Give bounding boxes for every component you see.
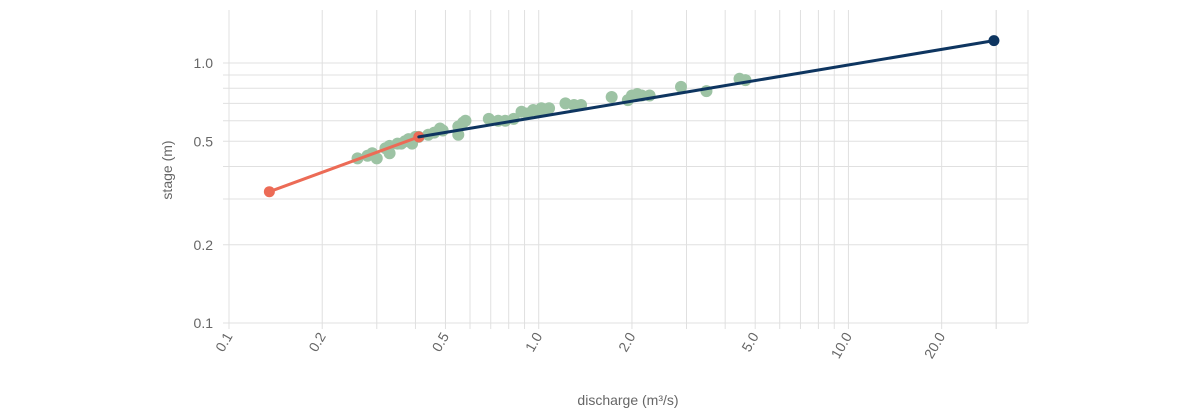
grid-lines — [223, 10, 1029, 329]
fit-endpoint — [988, 35, 1000, 47]
x-tick-label: 20.0 — [921, 329, 949, 361]
observation-point — [605, 91, 618, 104]
observation-points — [351, 72, 752, 165]
y-axis-ticks: 0.1 0.2 0.5 1.0 — [194, 55, 214, 331]
x-tick-label: 0.2 — [305, 329, 329, 354]
y-axis-title: stage (m) — [159, 140, 175, 199]
observation-point — [543, 102, 556, 115]
x-tick-label: 1.0 — [522, 329, 546, 354]
observation-point — [482, 112, 495, 125]
observation-point — [459, 114, 472, 127]
fit-line-high_segment — [417, 39, 996, 139]
y-tick-label: 0.2 — [194, 237, 214, 253]
x-tick-label: 10.0 — [828, 329, 856, 361]
y-tick-label: 1.0 — [194, 55, 214, 71]
x-tick-label: 2.0 — [615, 329, 639, 354]
observation-point — [674, 80, 687, 93]
fit-line-low_segment — [267, 135, 421, 194]
x-tick-label: 0.1 — [212, 329, 236, 354]
observation-point — [370, 152, 383, 165]
x-axis-ticks: 0.1 0.2 0.5 1.0 2.0 5.0 10.0 20.0 — [212, 329, 948, 361]
x-tick-label: 5.0 — [738, 329, 762, 354]
fit-lines — [263, 35, 1000, 198]
y-tick-label: 0.5 — [194, 133, 214, 149]
y-tick-label: 0.1 — [194, 315, 214, 331]
fit-endpoint — [263, 186, 275, 198]
x-tick-label: 0.5 — [428, 329, 452, 354]
x-axis-title: discharge (m³/s) — [577, 392, 678, 408]
